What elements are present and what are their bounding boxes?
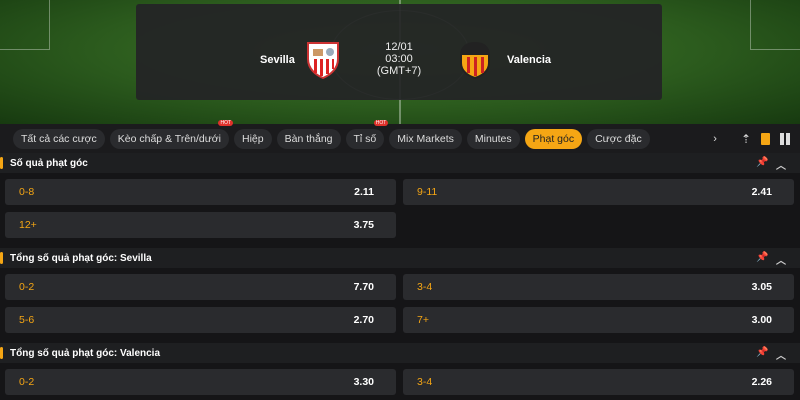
pin-icon[interactable]: 📌: [756, 347, 769, 358]
market-header[interactable]: Tổng số quả phạt góc: Valencia 📌 ︿: [0, 343, 800, 363]
selection-label: 0-2: [19, 281, 35, 293]
odds-button[interactable]: 0-2 7.70: [5, 274, 396, 300]
hot-badge: HOT: [218, 120, 234, 126]
market-title: Số quả phạt góc: [10, 157, 88, 169]
tab-3[interactable]: Bàn thắng: [276, 129, 341, 149]
odds-value: 2.70: [353, 314, 374, 326]
tab-label: Tỉ số: [353, 133, 377, 145]
toolbar: › ⇡: [713, 132, 790, 146]
odds-value: 3.30: [353, 376, 374, 388]
tab-2[interactable]: Hiệp: [234, 129, 272, 149]
odds-button[interactable]: 12+ 3.75: [5, 212, 396, 238]
odds-value: 7.70: [353, 281, 374, 293]
timezone: (GMT+7): [376, 65, 422, 77]
single-column-icon[interactable]: [761, 133, 770, 145]
collapse-all-icon[interactable]: ⇡: [740, 132, 751, 146]
tab-label: Phạt góc: [532, 133, 575, 145]
odds-value: 2.26: [751, 376, 772, 388]
odds-button[interactable]: 0-8 2.11: [5, 179, 396, 205]
tab-label: Bàn thắng: [284, 133, 333, 145]
match-info-panel: Sevilla 12/01 03:00 (GMT+7) Valencia: [136, 4, 662, 100]
odds-value: 2.41: [751, 186, 772, 198]
odds-button[interactable]: 9-11 2.41: [403, 179, 794, 205]
selection-label: 7+: [417, 314, 429, 326]
match-banner: Sevilla 12/01 03:00 (GMT+7) Valencia: [0, 0, 800, 124]
pin-icon[interactable]: 📌: [756, 252, 769, 263]
tab-4[interactable]: Tỉ số HOT: [345, 120, 389, 149]
market-header[interactable]: Số quả phạt góc 📌 ︿: [0, 153, 800, 173]
tab-7[interactable]: Phạt góc: [524, 129, 583, 149]
tab-8[interactable]: Cược đặc: [587, 129, 650, 149]
sevilla-crest-icon: [307, 42, 339, 79]
selection-label: 12+: [19, 219, 37, 231]
tab-label: Kèo chấp & Trên/dưới: [117, 133, 222, 145]
market-tabs: Tất cả các cược Kèo chấp & Trên/dưới HOT Hi…: [0, 120, 712, 154]
chevron-right-icon[interactable]: ›: [713, 133, 717, 145]
pin-icon[interactable]: 📌: [756, 157, 769, 168]
tab-label: Minutes: [474, 133, 512, 145]
market-title: Tổng số quả phạt góc: Valencia: [10, 347, 161, 359]
odds-button[interactable]: 7+ 3.00: [403, 307, 794, 333]
tab-5[interactable]: Mix Markets: [389, 129, 462, 149]
market-title: Tổng số quả phạt góc: Sevilla: [10, 252, 152, 264]
chevron-up-icon[interactable]: ︿: [776, 161, 786, 172]
chevron-up-icon[interactable]: ︿: [776, 351, 786, 362]
double-column-icon[interactable]: [780, 133, 790, 145]
selection-label: 9-11: [417, 186, 438, 198]
odds-value: 3.05: [751, 281, 772, 293]
kickoff-time: 03:00: [385, 53, 413, 65]
tab-label: Tất cả các cược: [21, 133, 97, 145]
tab-label: Cược đặc: [595, 133, 642, 145]
odds-value: 3.75: [353, 219, 374, 231]
odds-value: 3.00: [751, 314, 772, 326]
selection-label: 3-4: [417, 376, 433, 388]
odds-value: 2.11: [354, 186, 374, 198]
odds-button[interactable]: 3-4 2.26: [403, 369, 794, 395]
selection-label: 0-2: [19, 376, 35, 388]
selection-label: 3-4: [417, 281, 433, 293]
tab-6[interactable]: Minutes: [466, 129, 520, 149]
match-date: 12/01: [385, 41, 413, 53]
home-team-name: Sevilla: [260, 54, 295, 66]
odds-button[interactable]: 0-2 3.30: [5, 369, 396, 395]
tab-0[interactable]: Tất cả các cược: [13, 129, 105, 149]
tab-1[interactable]: Kèo chấp & Trên/dưới HOT: [109, 120, 234, 149]
away-team-name: Valencia: [507, 54, 552, 66]
hot-badge: HOT: [373, 120, 389, 126]
match-time: 12/01 03:00 (GMT+7): [372, 41, 426, 77]
tab-label: Mix Markets: [397, 133, 454, 145]
market-header[interactable]: Tổng số quả phạt góc: Sevilla 📌 ︿: [0, 248, 800, 268]
valencia-crest-icon: [460, 41, 490, 79]
chevron-up-icon[interactable]: ︿: [776, 256, 786, 267]
tab-label: Hiệp: [242, 133, 264, 145]
odds-button[interactable]: 3-4 3.05: [403, 274, 794, 300]
selection-label: 0-8: [19, 186, 35, 198]
odds-button[interactable]: 5-6 2.70: [5, 307, 396, 333]
selection-label: 5-6: [19, 314, 35, 326]
